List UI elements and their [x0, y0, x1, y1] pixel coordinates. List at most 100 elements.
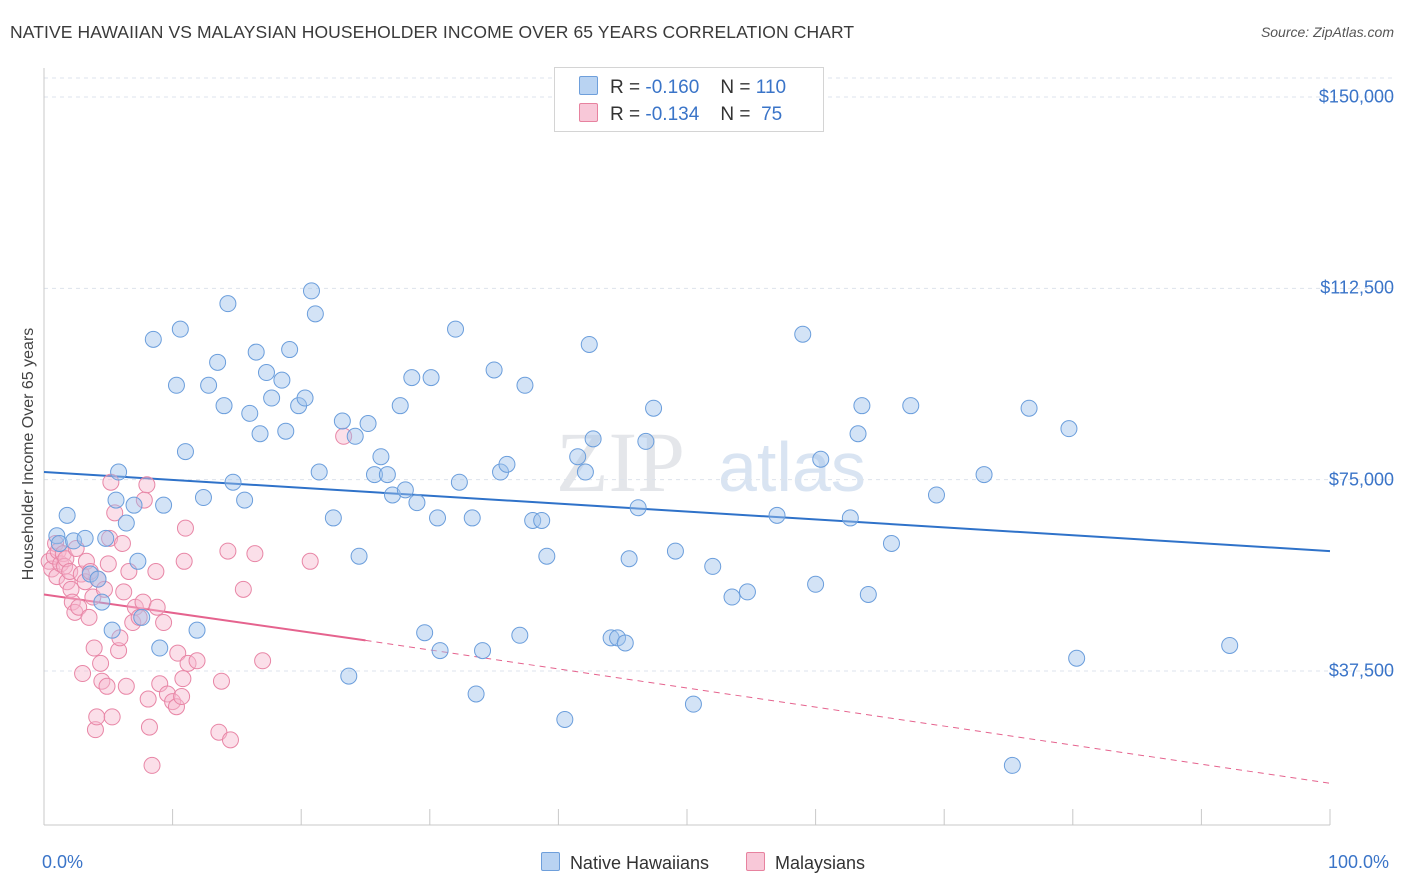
point-native-hawaiian	[416, 624, 434, 642]
point-native-hawaiian	[1020, 399, 1038, 417]
point-native-hawaiian	[556, 710, 574, 728]
point-native-hawaiian	[333, 412, 351, 430]
chart-title: NATIVE HAWAIIAN VS MALAYSIAN HOUSEHOLDER…	[10, 22, 855, 42]
point-native-hawaiian	[447, 320, 465, 338]
correlation-stats-box: R = -0.160 N = 110 R = -0.134 N = 75	[554, 67, 824, 132]
point-malaysian	[138, 476, 156, 494]
point-malaysian	[301, 552, 319, 570]
point-native-hawaiian	[467, 685, 485, 703]
point-native-hawaiian	[533, 511, 551, 529]
point-native-hawaiian	[296, 389, 314, 407]
point-native-hawaiian	[629, 499, 647, 517]
point-malaysian	[173, 688, 191, 706]
watermark-atlas: atlas	[718, 428, 866, 506]
point-malaysian	[99, 555, 117, 573]
point-native-hawaiian	[125, 496, 143, 514]
point-native-hawaiian	[129, 552, 147, 570]
native-hawaiians-swatch	[579, 76, 598, 95]
point-native-hawaiian	[384, 486, 402, 504]
point-native-hawaiian	[768, 506, 786, 524]
point-native-hawaiian	[110, 463, 128, 481]
trend-line-native-hawaiians	[43, 471, 1331, 553]
point-native-hawaiian	[704, 557, 722, 575]
point-native-hawaiian	[794, 325, 812, 343]
point-native-hawaiian	[188, 621, 206, 639]
point-native-hawaiian	[93, 593, 111, 611]
point-native-hawaiian	[372, 448, 390, 466]
point-native-hawaiian	[247, 343, 265, 361]
point-native-hawaiian	[812, 450, 830, 468]
point-malaysian	[98, 677, 116, 695]
point-native-hawaiian	[584, 430, 602, 448]
point-native-hawaiian	[450, 473, 468, 491]
point-native-hawaiian	[89, 570, 107, 588]
point-native-hawaiian	[103, 621, 121, 639]
r-label: R =	[610, 104, 641, 125]
legend-label: Native Hawaiians	[569, 853, 709, 873]
point-malaysian	[174, 670, 192, 688]
source-label: Source: ZipAtlas.com	[1260, 24, 1394, 40]
point-native-hawaiian	[236, 491, 254, 509]
point-malaysian	[188, 652, 206, 670]
point-malaysian	[221, 731, 239, 749]
point-native-hawaiian	[498, 455, 516, 473]
native-hawaiians-points	[48, 282, 1239, 774]
point-native-hawaiian	[263, 389, 281, 407]
point-malaysian	[93, 672, 111, 690]
point-malaysian	[103, 708, 121, 726]
point-native-hawaiian	[58, 506, 76, 524]
point-malaysian	[54, 545, 72, 563]
point-native-hawaiian	[76, 529, 94, 547]
axes	[43, 68, 1331, 826]
point-native-hawaiian	[378, 466, 396, 484]
point-malaysian	[106, 504, 124, 522]
point-native-hawaiian	[569, 448, 587, 466]
point-native-hawaiian	[310, 463, 328, 481]
legend-swatch-pink	[746, 852, 766, 871]
legend-item-native-hawaiians[interactable]: Native Hawaiians	[540, 852, 709, 874]
point-native-hawaiian	[474, 642, 492, 660]
point-malaysian	[115, 583, 133, 601]
x-tick-label-right: 100.0%	[1328, 852, 1390, 872]
point-malaysian	[175, 552, 193, 570]
point-native-hawaiian	[133, 608, 151, 626]
point-malaysian	[88, 708, 106, 726]
point-native-hawaiian	[151, 639, 169, 657]
legend: Native Hawaiians Malaysians	[0, 852, 1406, 874]
point-native-hawaiian	[215, 397, 233, 415]
point-native-hawaiian	[666, 542, 684, 560]
point-native-hawaiian	[251, 425, 269, 443]
point-native-hawaiian	[273, 371, 291, 389]
legend-item-malaysians[interactable]: Malaysians	[746, 852, 865, 874]
point-native-hawaiian	[155, 496, 173, 514]
point-native-hawaiian	[200, 376, 218, 394]
point-native-hawaiian	[359, 415, 377, 433]
r-label: R =	[610, 77, 641, 98]
point-malaysian	[77, 552, 95, 570]
point-malaysian	[212, 672, 230, 690]
y-axis-label: Householder Income Over 65 years	[20, 327, 37, 581]
point-malaysian	[335, 427, 353, 445]
point-native-hawaiian	[807, 575, 825, 593]
point-malaysian	[134, 593, 152, 611]
point-native-hawaiian	[391, 397, 409, 415]
point-malaysian	[113, 534, 131, 552]
stats-row-malaysians: R = -0.134 N = 75	[579, 103, 782, 126]
point-malaysian	[86, 721, 104, 739]
point-native-hawaiian	[738, 583, 756, 601]
point-native-hawaiian	[422, 369, 440, 387]
point-native-hawaiian	[859, 585, 877, 603]
point-native-hawaiian	[241, 404, 259, 422]
malaysians-swatch	[579, 103, 598, 122]
watermark-zip: ZIP	[556, 414, 685, 510]
point-native-hawaiian	[841, 509, 859, 527]
point-native-hawaiian	[281, 341, 299, 359]
point-native-hawaiian	[516, 376, 534, 394]
point-malaysian	[234, 580, 252, 598]
point-native-hawaiian	[277, 422, 295, 440]
point-native-hawaiian	[620, 550, 638, 568]
point-native-hawaiian	[849, 425, 867, 443]
point-malaysian	[176, 519, 194, 537]
point-malaysian	[62, 580, 80, 598]
point-malaysian	[80, 608, 98, 626]
